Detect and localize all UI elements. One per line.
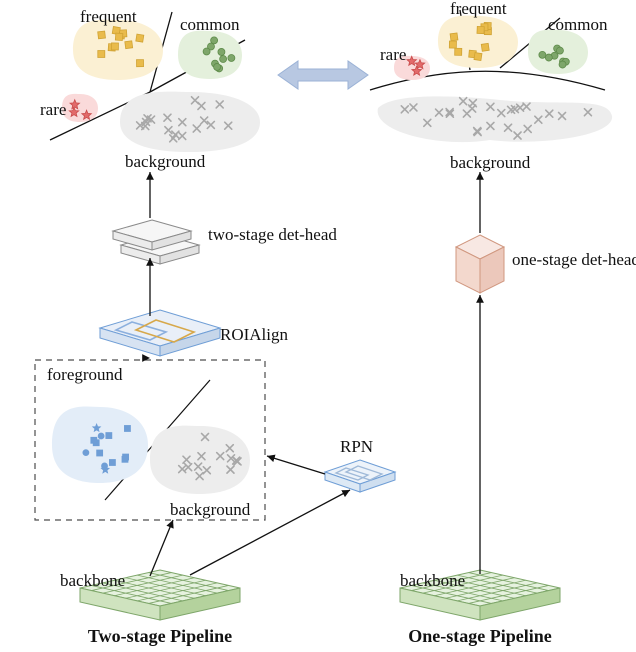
- label-foreground: foreground: [47, 365, 123, 384]
- title-one-stage: One-stage Pipeline: [408, 626, 551, 646]
- label-rare-right: rare: [380, 45, 406, 64]
- label-frequent-left: frequent: [80, 7, 137, 26]
- bg-blob-right: [378, 96, 612, 142]
- label-backbone-left: backbone: [60, 571, 125, 590]
- label-frequent-right: frequent: [450, 0, 507, 18]
- title-two-stage: Two-stage Pipeline: [88, 626, 232, 646]
- label-rare-left: rare: [40, 100, 66, 119]
- label-background-dash: background: [170, 500, 251, 519]
- label-background-right: background: [450, 153, 531, 172]
- rpn-block: [325, 460, 395, 492]
- bg-blob-left: [120, 92, 260, 152]
- label-rpn: RPN: [340, 437, 373, 456]
- label-one-stage-head: one-stage det-head: [512, 250, 636, 269]
- label-backbone-right: backbone: [400, 571, 465, 590]
- diagram-root: frequent common rare background frequent comm…: [0, 0, 636, 652]
- label-common-left: common: [180, 15, 240, 34]
- foreground-blob: [52, 407, 148, 483]
- one-stage-head: [456, 235, 504, 293]
- label-roialign: ROIAlign: [220, 325, 289, 344]
- label-two-stage-head: two-stage det-head: [208, 225, 337, 244]
- compare-arrow: [278, 61, 368, 89]
- label-background-left: background: [125, 152, 206, 171]
- label-common-right: common: [548, 15, 608, 34]
- rare-blob-left: [62, 94, 98, 122]
- roialign-block: [100, 310, 220, 356]
